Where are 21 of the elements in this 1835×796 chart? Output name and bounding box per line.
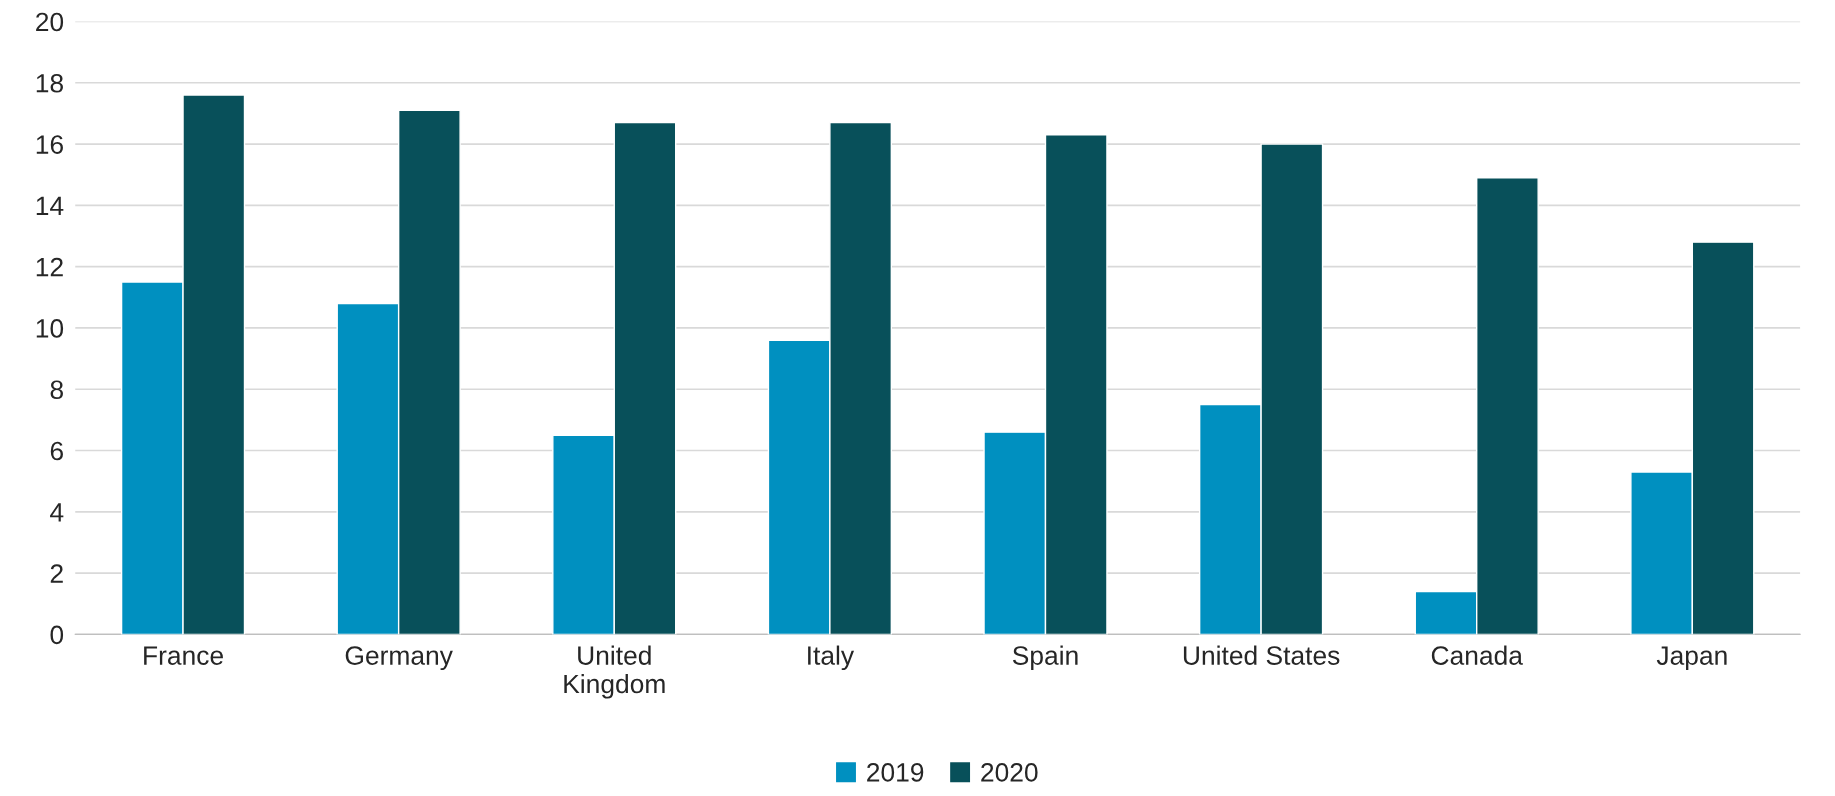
x-tick-label: Italy bbox=[808, 645, 855, 671]
legend-label: 2020 bbox=[981, 763, 1038, 782]
y-tick-label: 12 bbox=[36, 257, 63, 277]
x-tick-label: United Kingdom bbox=[564, 645, 665, 699]
y-tick-label: 18 bbox=[36, 73, 63, 93]
x-tick-label: United States bbox=[1183, 645, 1340, 665]
y-tick-label: 16 bbox=[36, 135, 63, 154]
y-tick-label: 8 bbox=[50, 380, 63, 400]
x-tick-label: Canada bbox=[1431, 645, 1523, 665]
y-tick-label: 14 bbox=[36, 196, 64, 215]
y-tick-label: 2 bbox=[50, 564, 63, 583]
legend-label: 2019 bbox=[867, 763, 924, 782]
x-tick-label: Spain bbox=[1012, 645, 1078, 671]
x-tick-label: Germany bbox=[345, 646, 453, 671]
y-tick-label: 4 bbox=[50, 503, 64, 522]
x-tick-label: France bbox=[144, 646, 223, 665]
y-tick-label: 0 bbox=[50, 625, 64, 645]
y-tick-label: 6 bbox=[50, 441, 63, 461]
y-tick-label: 10 bbox=[36, 319, 64, 338]
x-tick-label: Japan bbox=[1656, 646, 1727, 671]
y-tick-label: 20 bbox=[36, 12, 64, 32]
